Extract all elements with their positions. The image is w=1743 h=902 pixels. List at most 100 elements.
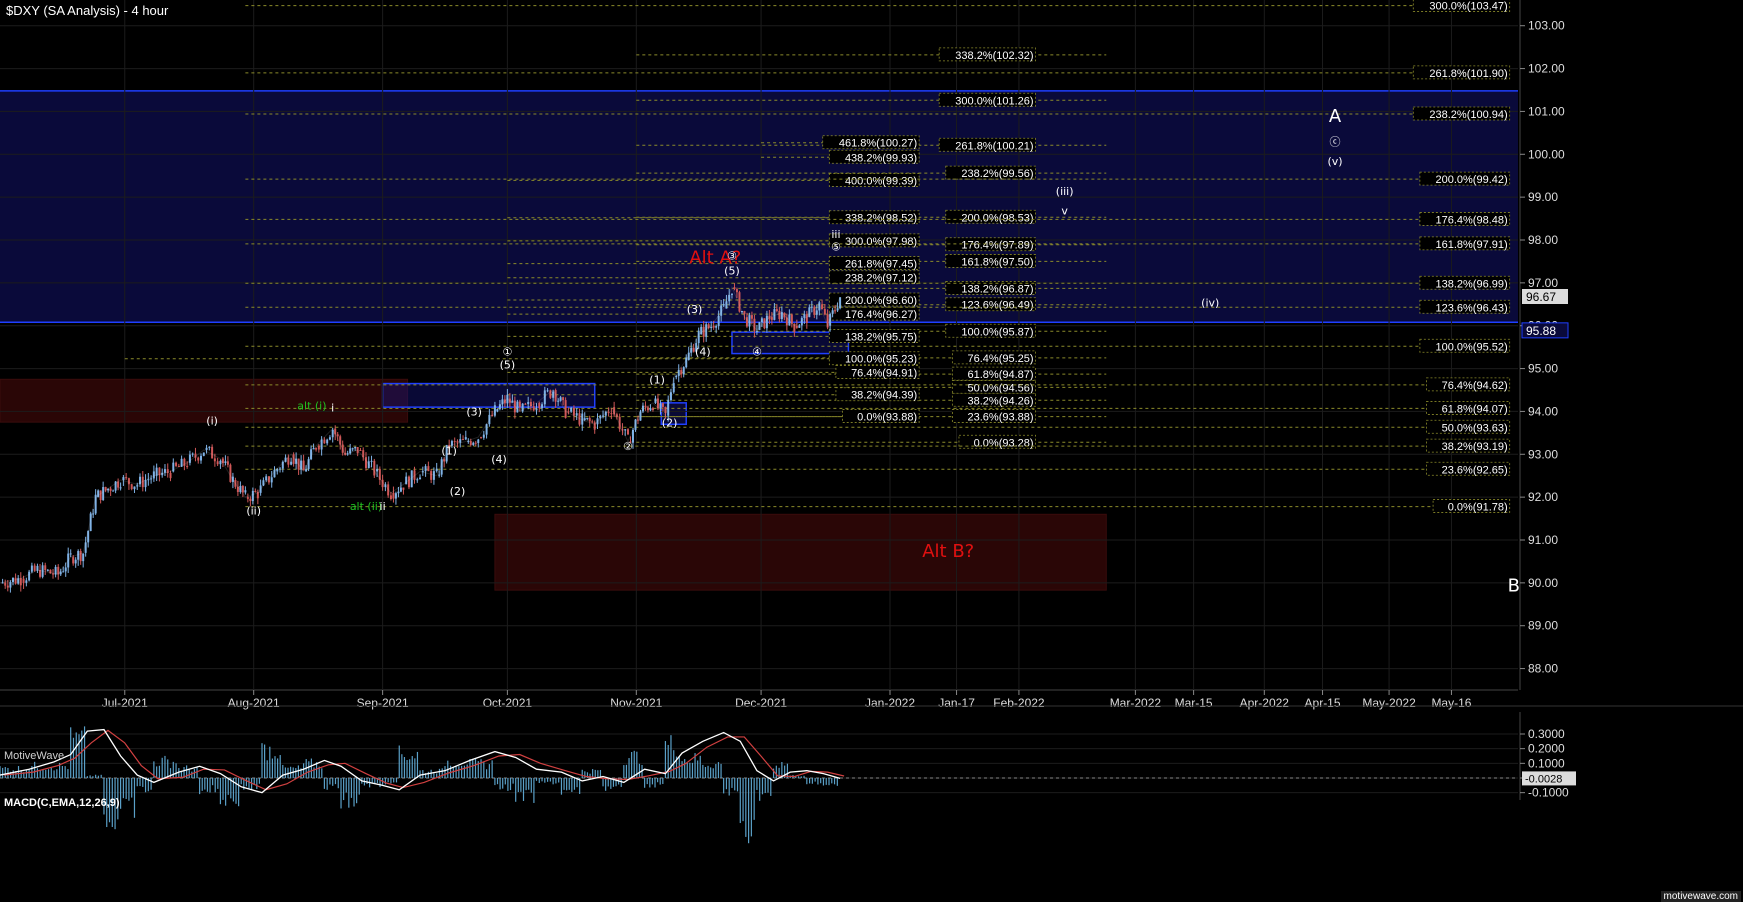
candle-body [464,437,467,440]
candle-body [538,402,541,409]
candle-body [254,490,257,493]
candle-body [302,460,305,471]
candle-body [64,567,67,572]
fib-label: 338.2%(98.52) [845,213,917,225]
candle-body [394,493,397,499]
candle-body [172,462,175,472]
candle-body [583,418,586,420]
wave-label: (5) [724,264,740,277]
fib-label: 76.4%(94.62) [1442,380,1508,392]
candle-body [467,441,470,443]
candle-body [119,487,122,489]
ref-price-marker [1521,322,1569,339]
fib-label: 238.2%(97.12) [845,273,917,285]
candle-body [224,461,227,463]
candle-body [52,573,55,575]
time-tick-label: Apr-15 [1305,696,1341,710]
candle-body [317,445,320,450]
site-link[interactable]: motivewave.com [1660,891,1741,902]
candle-body [735,289,738,293]
candle-body [485,424,488,435]
candle-body [262,480,265,486]
candle-body [11,577,14,583]
candle-body [320,439,323,450]
price-tick-label: 101.00 [1528,104,1565,118]
candle-body [221,458,224,463]
candle-body [733,287,736,290]
candle-body [725,301,728,309]
fib-label: 100.0%(95.52) [1436,341,1508,353]
time-tick-label: Sep-2021 [357,696,409,710]
candle-body [805,314,808,324]
candle-body [453,441,456,443]
candle-body [122,477,125,480]
price-tick-label: 94.00 [1528,404,1558,418]
candle-body [4,582,7,586]
fib-label-box [1426,377,1511,392]
time-tick-label: Nov-2021 [610,696,662,710]
fib-label-box [951,409,1036,423]
candle-body [267,476,270,483]
wave-label: (ii) [246,504,261,517]
candle-body [28,571,31,581]
price-tick-label: 89.00 [1528,619,1558,633]
candle-body [750,315,753,319]
candle-body [416,479,419,481]
candle-body [290,461,293,465]
fib-label: 261.8%(101.90) [1429,68,1507,80]
candle-body [82,553,85,562]
fib-label-box [958,434,1036,449]
candle-body [602,415,605,417]
candle-body [297,458,300,470]
wave-label: (i) [206,414,218,427]
fib-label: 161.8%(97.50) [961,256,1033,268]
fib-label: 61.8%(94.87) [968,369,1034,381]
fib-label: 123.6%(96.49) [961,300,1033,312]
candle-body [639,411,642,421]
candle-body [139,476,142,485]
candle-body [1,582,4,584]
macd-signal-line [3,729,845,791]
wave-label: alt (ii) [350,500,382,513]
candle-body [307,459,310,470]
candle-body [387,484,390,496]
candle-body [362,450,365,458]
candle-body [392,492,395,499]
candle-body [376,468,379,472]
wave-label: (iii) [1056,185,1074,198]
candle-body [141,476,144,488]
candle-body [557,400,560,402]
price-tick-label: 88.00 [1528,662,1558,676]
candle-body [758,322,761,330]
candle-body [755,331,758,333]
candle-body [36,565,39,571]
fib-label: 261.8%(100.21) [955,140,1033,152]
fib-label-box [1412,65,1511,80]
fib-label-box [828,149,920,164]
candle-body [715,326,718,328]
candle-body [349,448,352,454]
wave-label: (3) [687,303,703,316]
price-path-line [0,285,841,584]
candle-body [6,585,9,588]
candle-body [231,476,234,482]
wave-label: (4) [695,346,711,359]
candle-body [493,405,496,416]
candle-body [803,314,806,318]
fib-label: 176.4%(97.89) [961,240,1033,252]
time-tick-label: Jan-2022 [865,696,915,710]
candle-body [175,462,178,466]
candle-body [543,390,546,405]
time-tick-label: May-2022 [1362,696,1416,710]
candle-body [19,578,22,586]
candle-body [659,403,662,409]
fib-label: 100.0%(95.23) [845,354,917,366]
candle-body [326,439,329,444]
candle-body [722,303,725,306]
candle-body [397,491,400,494]
wave-label: A [1329,106,1342,127]
fib-label-box [1419,212,1511,226]
candle-body [631,429,634,443]
wave-label: Alt A? [689,248,741,269]
